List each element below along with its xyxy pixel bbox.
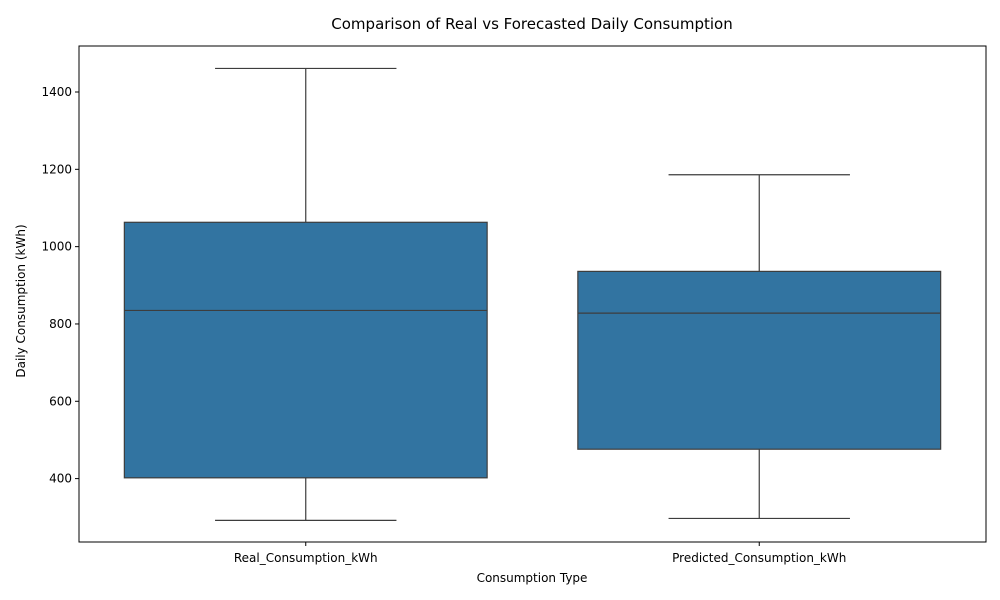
y-tick-label: 800 — [49, 317, 72, 331]
box-iqr — [577, 270, 942, 450]
x-axis-label: Consumption Type — [477, 571, 588, 585]
x-tick-label: Real_Consumption_kWh — [234, 551, 378, 565]
box-iqr — [123, 221, 488, 479]
x-tick-label: Predicted_Consumption_kWh — [672, 551, 846, 565]
y-tick-label: 600 — [49, 394, 72, 408]
y-tick-label: 1000 — [41, 240, 72, 254]
y-axis-label: Daily Consumption (kWh) — [14, 224, 28, 377]
chart-title: Comparison of Real vs Forecasted Daily C… — [331, 15, 732, 33]
y-tick-label: 1200 — [41, 162, 72, 176]
plot-area: Real_Consumption_kWh Predicted_Consumptio… — [41, 45, 987, 565]
y-tick-label: 400 — [49, 472, 72, 486]
plot-frame — [78, 45, 987, 543]
y-tick-label: 1400 — [41, 85, 72, 99]
